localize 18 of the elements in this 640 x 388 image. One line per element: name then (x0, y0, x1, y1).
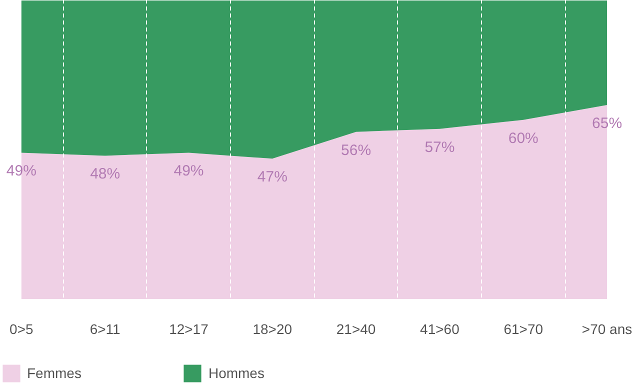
x-tick-label: 21>40 (336, 320, 376, 337)
x-tick-label: 18>20 (252, 320, 292, 337)
data-label: 60% (508, 130, 538, 147)
legend-label: Femmes (27, 365, 82, 381)
data-label: 49% (174, 162, 204, 180)
x-tick-label: 0>5 (10, 320, 34, 337)
x-tick-label: 41>60 (420, 320, 460, 337)
data-label: 57% (424, 138, 455, 156)
data-label: 56% (341, 142, 372, 159)
x-tick-label: >70 ans (582, 320, 632, 337)
data-label: 48% (90, 166, 120, 183)
data-label: 49% (6, 162, 36, 180)
data-label: 65% (592, 114, 622, 132)
x-tick-label: 12>17 (169, 320, 209, 337)
legend-label: Hommes (208, 365, 264, 381)
data-label: 47% (257, 168, 288, 186)
x-tick-label: 61>70 (504, 320, 544, 337)
x-tick-label: 6>11 (90, 320, 121, 337)
